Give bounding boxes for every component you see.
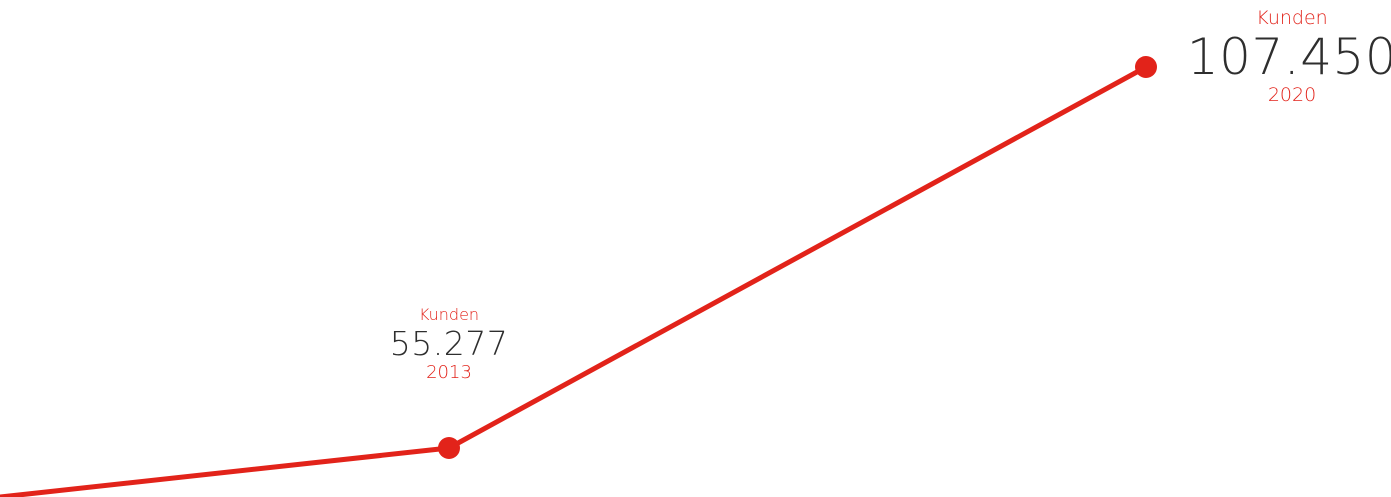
data-label-year: 2013 — [426, 362, 472, 383]
data-label-caption: Kunden — [1256, 7, 1328, 29]
data-label-value: 107.450 — [1186, 28, 1391, 86]
data-point-2020 — [1135, 56, 1157, 78]
data-label-caption: Kunden — [418, 305, 480, 324]
data-label-value: 55.277 — [389, 324, 509, 363]
data-point-2013 — [438, 437, 460, 459]
series-line — [0, 64, 1149, 497]
data-label-2020: Kunden 107.450 2020 — [1187, 6, 1391, 106]
data-label-year: 2020 — [1267, 84, 1317, 106]
data-label-2013: Kunden 55.277 2013 — [390, 305, 508, 383]
